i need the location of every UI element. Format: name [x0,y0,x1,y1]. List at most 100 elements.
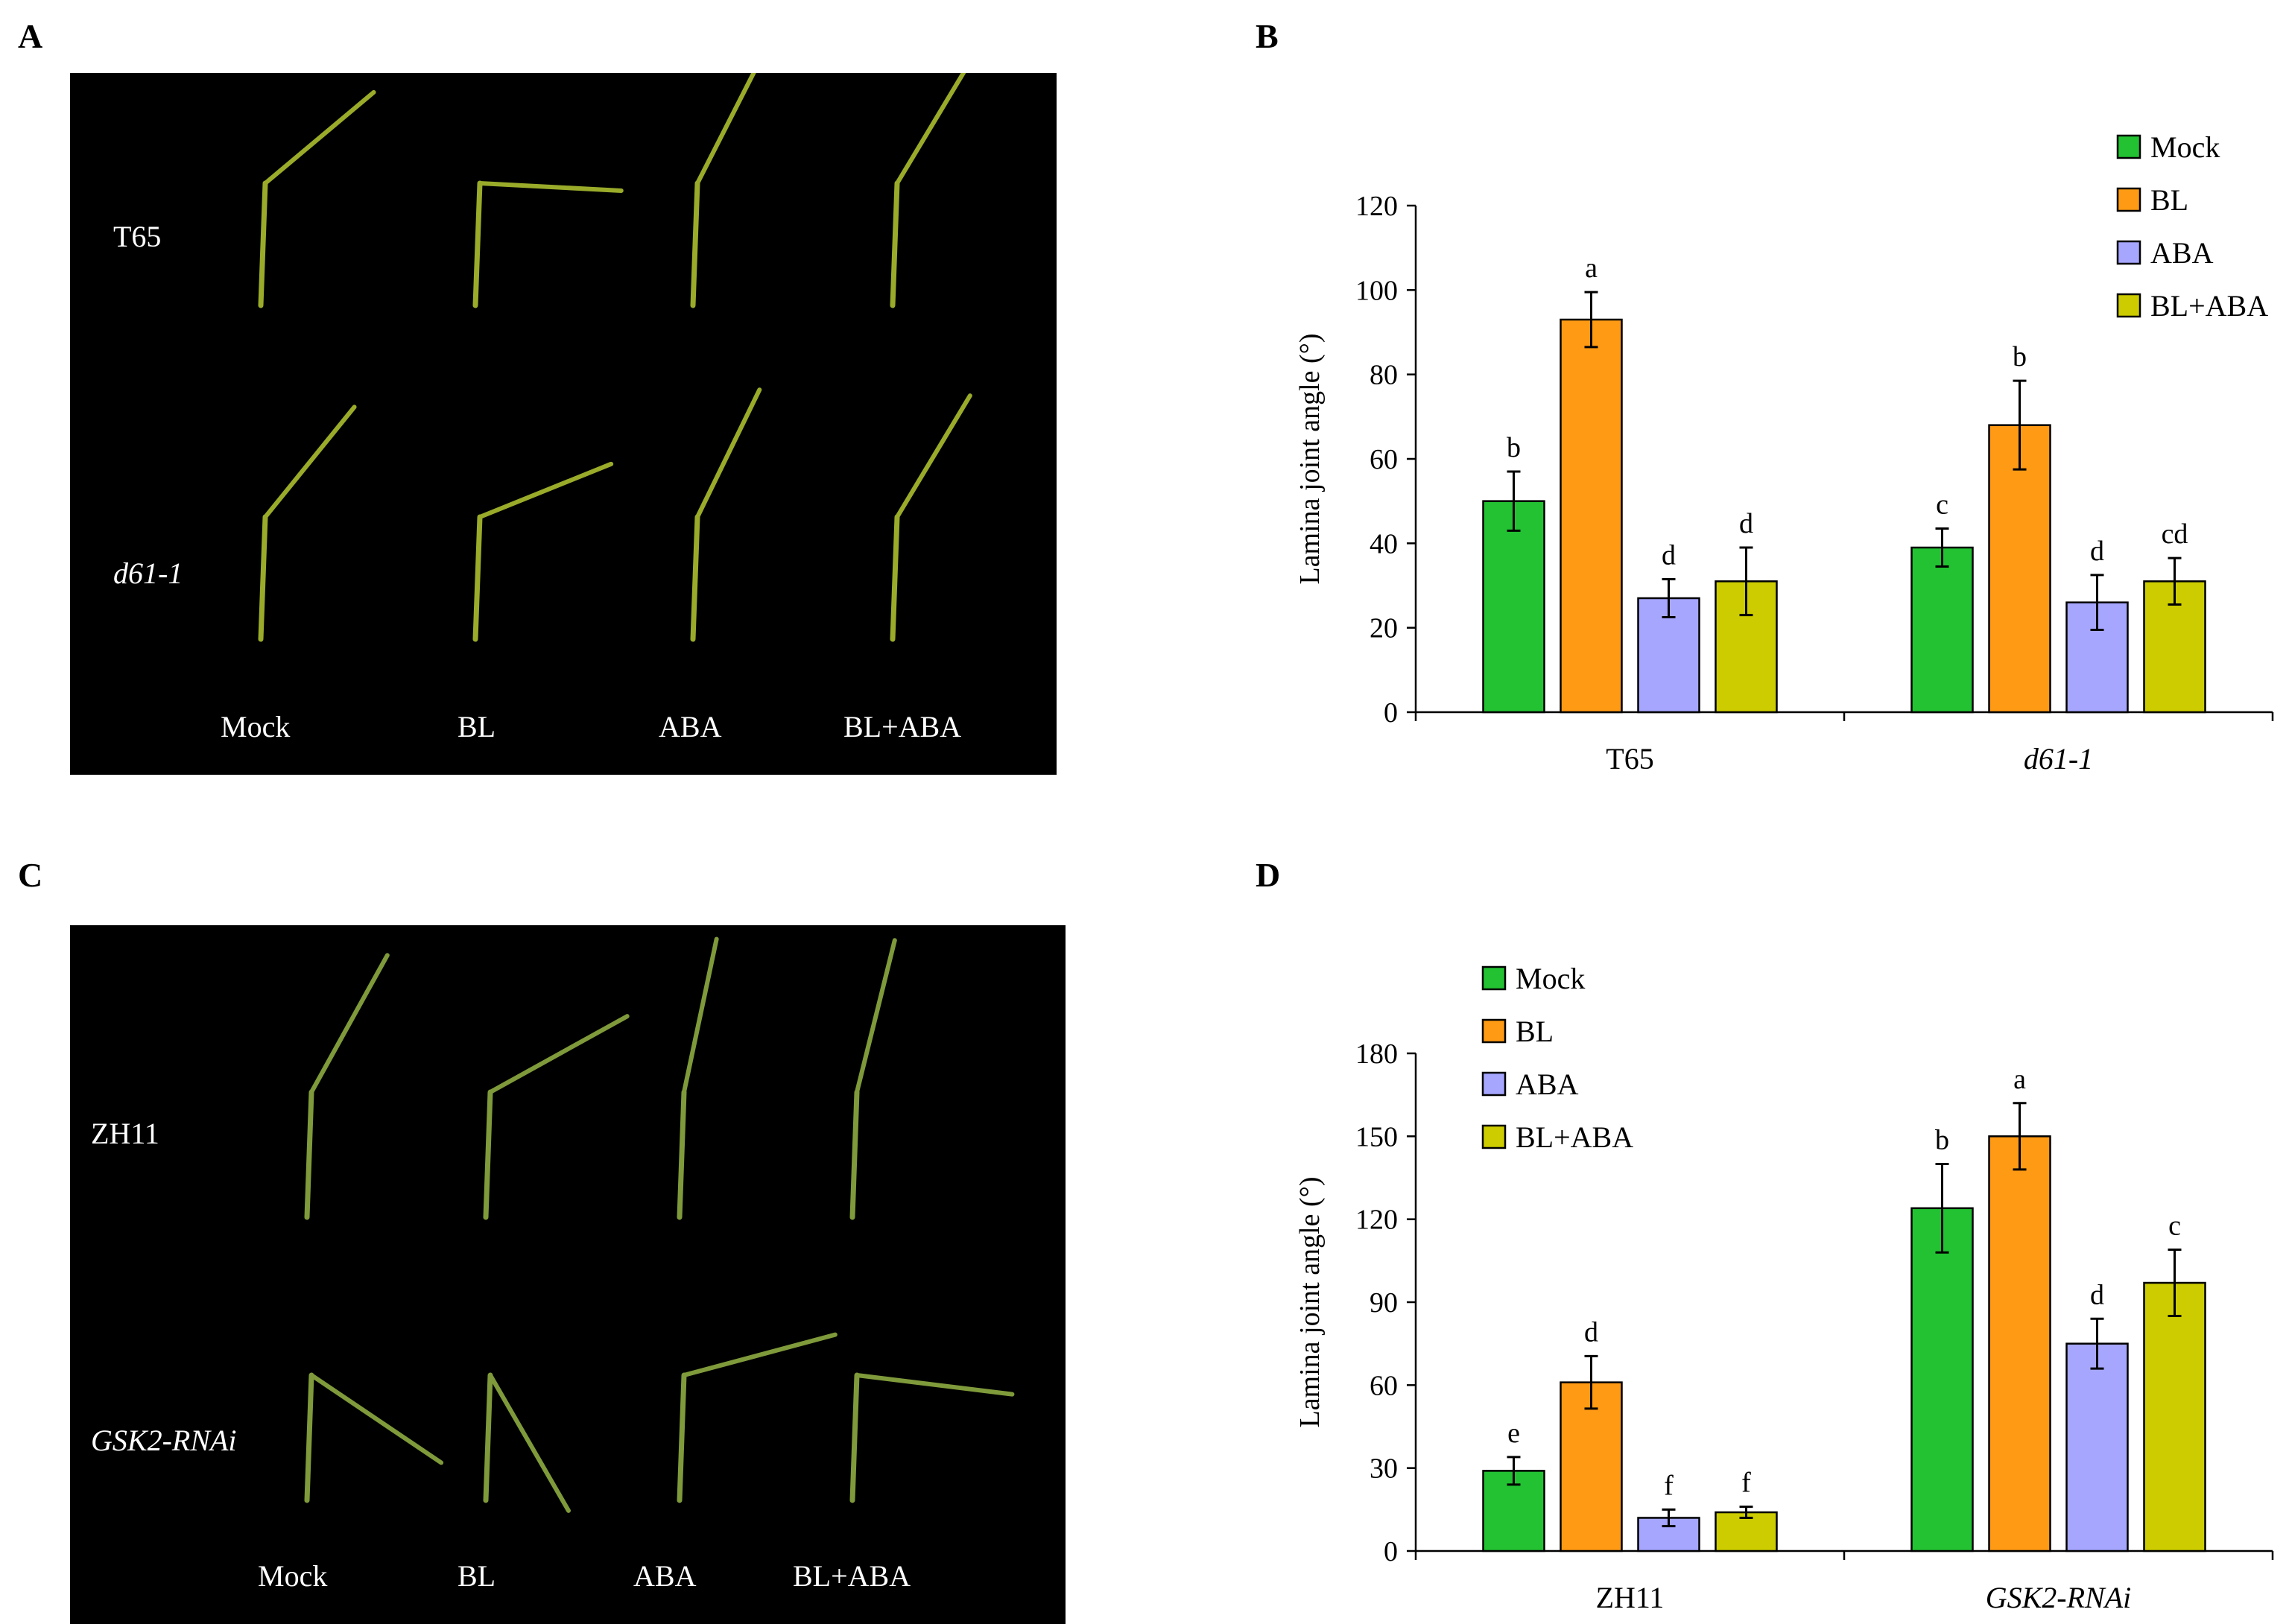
legend-swatch [1481,1071,1507,1097]
legend-swatch [2116,293,2141,318]
bar [2065,1342,2129,1552]
bar [1910,1207,1974,1552]
leaf-blade [309,953,390,1094]
legend-label: BL [2150,183,2188,217]
leaf-sheath [890,180,900,308]
significance-letter: d [2090,536,2104,567]
leaf-blade [855,938,897,1094]
col-label-bl-aba-c: BL+ABA [793,1559,911,1593]
leaf-sheath [304,1089,314,1220]
legend-label: BL [1516,1015,1554,1048]
y-tick-label: 150 [1355,1121,1398,1152]
y-tick-label: 20 [1370,613,1398,644]
panel-label-d: D [1256,856,1281,894]
y-tick-label: 120 [1355,1205,1398,1236]
y-tick-label: 100 [1355,275,1398,306]
y-tick-label: 120 [1355,191,1398,222]
significance-letter: a [1585,253,1598,284]
legend-swatch [2116,187,2141,212]
leaf-sheath [258,180,268,308]
x-category-label: GSK2-RNAi [1986,1581,2132,1614]
panel-label-b: B [1256,17,1279,55]
significance-letter: b [1507,432,1521,463]
leaf-blade [682,936,719,1094]
leaf-blade [895,393,972,519]
leaf-sheath [849,1089,860,1220]
legend-label: ABA [2150,236,2214,270]
bar [1560,318,1623,714]
y-tick-label: 0 [1384,697,1398,729]
legend-swatch [1481,965,1507,991]
leaf-drawings-c [304,936,1015,1513]
y-axis-label: Lamina joint angle (°) [1294,1176,1326,1427]
leaf-sheath [690,514,700,642]
leaf-sheath [472,514,483,642]
chart-panel-b: 0 20 40 60 80 100 120 Lamina joint angle (°) b a d… [1294,130,2274,775]
leaf-blade [695,73,756,185]
y-tick-label: 80 [1370,360,1398,391]
x-category-label: d61-1 [2024,742,2093,775]
bar [1988,1135,2051,1552]
leaf-blade [855,1373,1015,1397]
legend-label: ABA [1516,1068,1579,1101]
legend-label: BL+ABA [1516,1120,1633,1154]
y-axis-label: Lamina joint angle (°) [1294,333,1326,584]
legend-swatch [2116,134,2141,159]
bar [1988,424,2051,714]
y-tick-label: 30 [1370,1453,1398,1485]
y-tick-label: 180 [1355,1038,1398,1070]
legend-swatch [1481,1018,1507,1044]
significance-letter: b [2013,341,2027,372]
legend-swatch [2116,240,2141,265]
leaf-sheath [483,1372,493,1503]
leaf-blade [895,73,966,185]
photo-panel-c: ZH11 GSK2-RNAi Mock BL ABA BL+ABA [70,925,1066,1624]
x-category-label: T65 [1606,742,1653,775]
bar [2143,1281,2206,1552]
leaf-blade [263,89,376,185]
col-label-bl: BL [458,710,496,743]
chart-panel-d: 0 30 60 90 120 150 180 Lamina joint angle (°) e d… [1294,962,2274,1614]
photo-panel-a: T65 d61-1 Mock BL ABA BL+ABA [70,73,1057,775]
leaf-sheath [472,180,483,308]
col-label-aba-c: ABA [633,1559,697,1593]
significance-letter: a [2013,1064,2026,1095]
y-tick-label: 40 [1370,528,1398,559]
leaf-blade [488,1373,571,1513]
leaf-blade [263,405,357,519]
leaf-sheath [677,1372,687,1503]
leaf-blade [309,1373,444,1465]
bar [1482,500,1545,714]
leaf-sheath [483,1089,493,1220]
bar [1560,1381,1623,1552]
significance-letter: c [2168,1210,2181,1241]
leaf-blade [478,461,614,519]
row-label-zh11: ZH11 [91,1117,159,1150]
legend-label: Mock [2150,130,2220,164]
leaf-drawings-a [258,73,972,642]
leaf-blade [682,1332,838,1377]
leaf-sheath [890,514,900,642]
col-label-mock: Mock [221,710,291,743]
leaf-blade [488,1014,630,1094]
panel-label-a: A [18,17,43,55]
legend-swatch [1481,1124,1507,1149]
bar [1910,546,1974,714]
significance-letter: d [2090,1279,2104,1310]
leaf-sheath [304,1372,314,1503]
x-category-label: ZH11 [1596,1581,1665,1614]
leaf-sheath [258,514,268,642]
y-tick-label: 60 [1370,1370,1398,1401]
col-label-aba: ABA [659,710,722,743]
significance-letter: e [1507,1418,1520,1449]
significance-letter: f [1741,1468,1751,1499]
y-tick-label: 0 [1384,1536,1398,1567]
leaf-sheath [690,180,700,308]
col-label-bl-c: BL [458,1559,496,1593]
significance-letter: d [1584,1316,1598,1348]
y-tick-label: 60 [1370,444,1398,475]
leaf-blade [695,387,762,519]
panel-label-c: C [18,856,43,894]
leaf-sheath [849,1372,860,1503]
significance-letter: d [1739,508,1753,539]
